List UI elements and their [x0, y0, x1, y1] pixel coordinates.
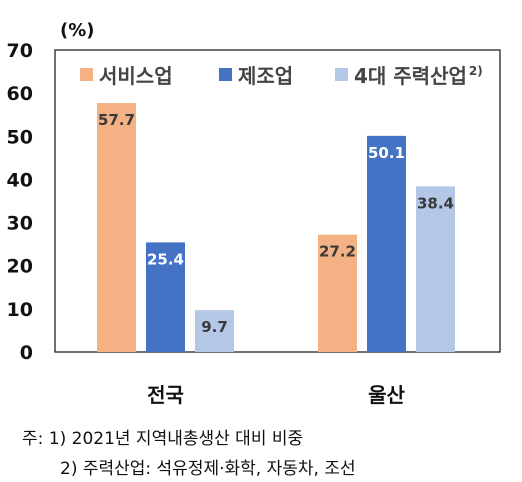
- y-tick-label: 0: [20, 342, 33, 364]
- bar-value-label: 27.2: [319, 243, 356, 261]
- legend-swatch: [219, 68, 232, 81]
- legend: 서비스업 제조업 4대 주력산업 2): [80, 64, 483, 88]
- legend-superscript: 2): [469, 64, 483, 78]
- bar: [318, 234, 357, 352]
- y-tick-label: 10: [7, 299, 33, 321]
- x-axis-labels: 전국 울산: [147, 383, 405, 407]
- y-tick-label: 40: [7, 169, 33, 191]
- x-category-label: 울산: [368, 383, 405, 407]
- y-tick-label: 30: [7, 213, 33, 235]
- x-category-label: 전국: [147, 383, 184, 407]
- bar-value-label: 25.4: [147, 250, 184, 268]
- bar-chart: (%) 0 10 20 30 40 50 60 70 57.7 25.4 9.7 27.2 50.1 3…: [7, 20, 501, 407]
- bar: [367, 135, 406, 352]
- bar: [195, 310, 234, 352]
- y-axis-ticks: 0 10 20 30 40 50 60 70: [7, 40, 33, 364]
- bar: [416, 186, 455, 352]
- bars: 57.7 25.4 9.7 27.2 50.1 38.4: [97, 103, 455, 353]
- legend-swatch: [80, 68, 93, 81]
- y-tick-label: 60: [7, 83, 33, 105]
- plot-frame: [54, 49, 501, 353]
- footnote-2: 2) 주력산업: 석유정제·화학, 자동차, 조선: [60, 459, 356, 479]
- y-tick-label: 50: [7, 126, 33, 148]
- legend-label: 제조업: [238, 64, 293, 88]
- bar-value-label: 38.4: [417, 194, 454, 212]
- bar-value-label: 9.7: [201, 318, 228, 336]
- legend-label: 4대 주력산업 2): [354, 64, 483, 88]
- bar-value-label: 50.1: [368, 144, 405, 162]
- legend-swatch: [335, 68, 348, 81]
- y-unit-label: (%): [60, 20, 95, 41]
- footnote-1: 주: 1) 2021년 지역내총생산 대비 비중: [22, 429, 304, 449]
- y-tick-label: 20: [7, 256, 33, 278]
- bar-value-label: 57.7: [98, 111, 135, 129]
- legend-label: 서비스업: [99, 64, 173, 88]
- bar: [97, 103, 136, 353]
- bar: [146, 242, 185, 352]
- y-tick-label: 70: [7, 40, 33, 62]
